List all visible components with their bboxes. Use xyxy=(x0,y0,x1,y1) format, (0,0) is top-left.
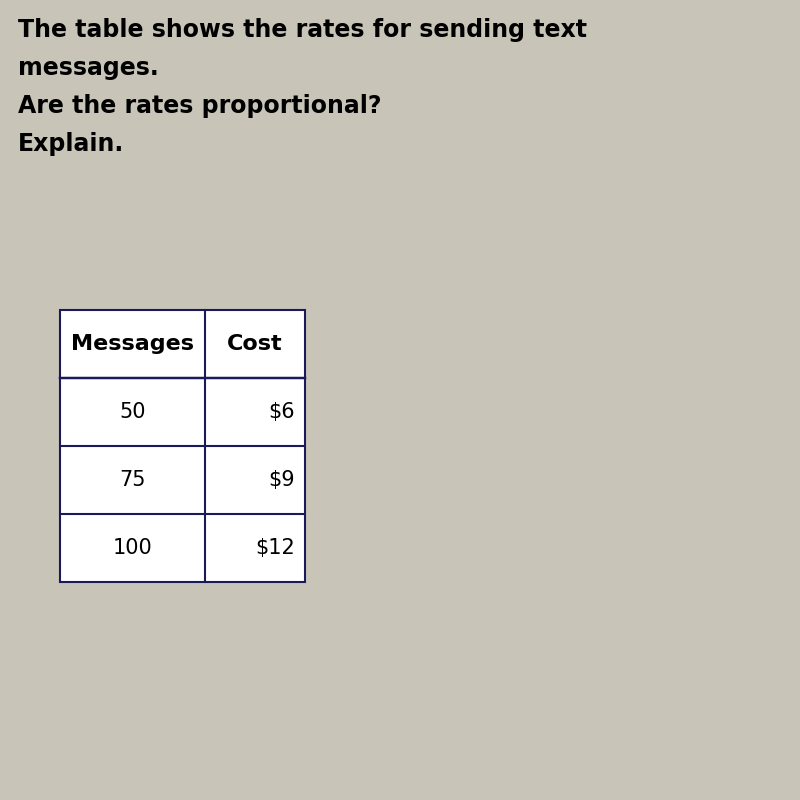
Bar xyxy=(60,310,305,582)
Text: Messages: Messages xyxy=(71,334,194,354)
Text: Cost: Cost xyxy=(227,334,283,354)
Text: $6: $6 xyxy=(268,402,295,422)
Text: Explain.: Explain. xyxy=(18,132,124,156)
Text: The table shows the rates for sending text: The table shows the rates for sending te… xyxy=(18,18,587,42)
Text: 100: 100 xyxy=(113,538,152,558)
Text: $9: $9 xyxy=(268,470,295,490)
Text: 75: 75 xyxy=(119,470,146,490)
Text: messages.: messages. xyxy=(18,56,158,80)
Text: 50: 50 xyxy=(119,402,146,422)
Text: Are the rates proportional?: Are the rates proportional? xyxy=(18,94,382,118)
Text: $12: $12 xyxy=(255,538,295,558)
